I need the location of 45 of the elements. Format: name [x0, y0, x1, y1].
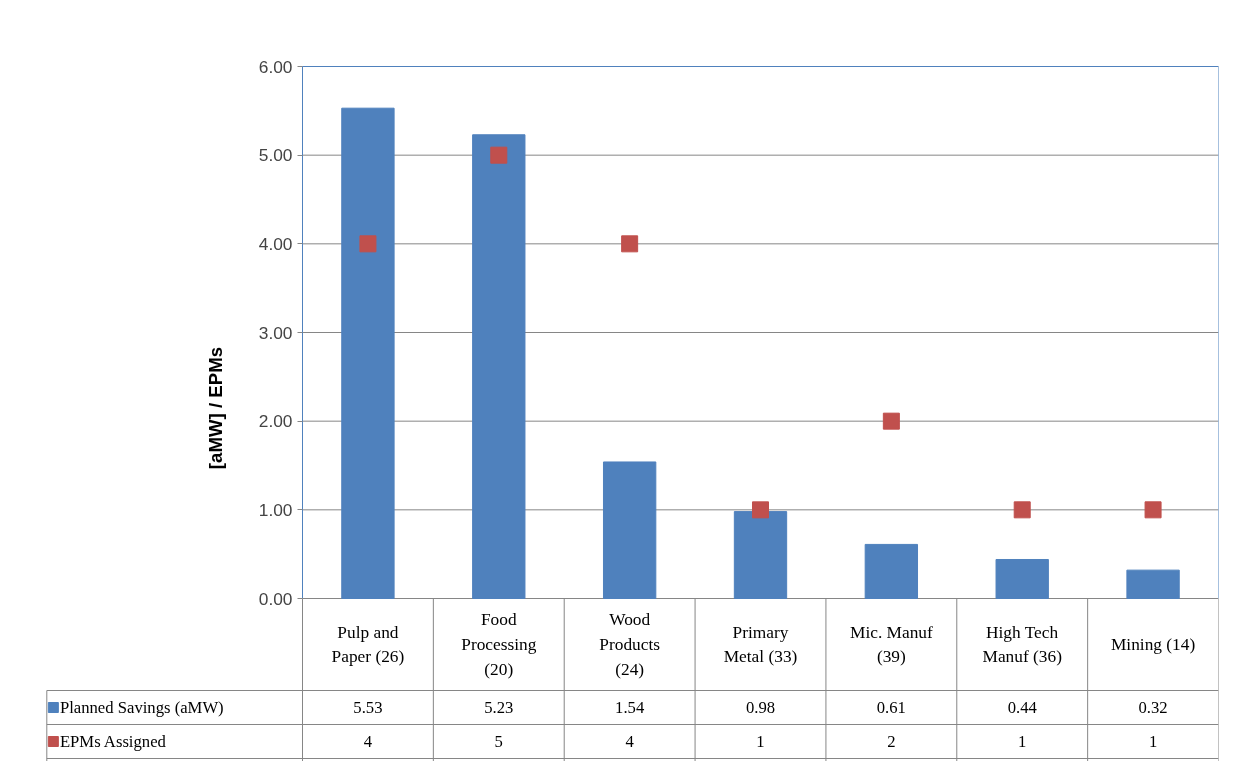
data-label: 1	[756, 732, 765, 751]
data-label: 0.44	[1007, 698, 1038, 717]
point	[490, 146, 508, 164]
bar	[995, 558, 1049, 599]
data-label: 1	[1148, 732, 1158, 751]
data-label: 4	[625, 732, 635, 751]
bar	[1126, 569, 1180, 599]
legend-label: Planned Savings (aMW)	[59, 698, 224, 717]
x-tick-label: Mic. Manuf (39)	[849, 622, 933, 667]
legend-label: EPMs Assigned	[59, 732, 167, 751]
y-tick-label: 6.00	[258, 56, 293, 77]
bar	[341, 107, 395, 599]
data-label: 0.32	[1138, 698, 1168, 717]
data-label: 1.54	[615, 698, 645, 717]
data-label: 0.98	[745, 698, 776, 717]
point	[359, 235, 377, 253]
data-label: 1	[1018, 732, 1027, 751]
y-tick-label: 0.00	[258, 588, 293, 609]
data-label: 5.53	[353, 698, 383, 717]
point	[752, 501, 769, 519]
data-label: 0.61	[876, 698, 906, 717]
data-label: 4	[363, 732, 373, 751]
x-tick-label: High Tech Manuf (36)	[982, 622, 1063, 667]
point	[1144, 501, 1162, 519]
bar	[472, 134, 526, 599]
y-tick-label: 1.00	[258, 499, 293, 520]
x-tick-label: Food Processing (20)	[461, 610, 537, 679]
bar	[602, 461, 657, 599]
y-tick-label: 3.00	[258, 322, 293, 343]
x-tick-label: Pulp and Paper (26)	[331, 622, 405, 667]
data-label: 5.23	[484, 698, 514, 717]
x-tick-label: Primary Metal (33)	[723, 622, 798, 667]
y-tick-label: 4.00	[258, 233, 293, 254]
data-label: 2	[887, 732, 896, 751]
bar	[733, 511, 788, 599]
point	[882, 412, 900, 430]
y-tick-label: 5.00	[258, 145, 293, 166]
point	[621, 235, 639, 253]
data-label: 5	[494, 732, 503, 751]
x-tick-label: Wood Products (24)	[599, 610, 661, 679]
point	[1013, 501, 1031, 519]
bar	[864, 543, 919, 599]
y-tick-label: 2.00	[258, 411, 293, 432]
x-tick-label: Mining (14)	[1110, 635, 1196, 654]
y-axis-title: [aMW] / EPMs	[204, 346, 226, 470]
